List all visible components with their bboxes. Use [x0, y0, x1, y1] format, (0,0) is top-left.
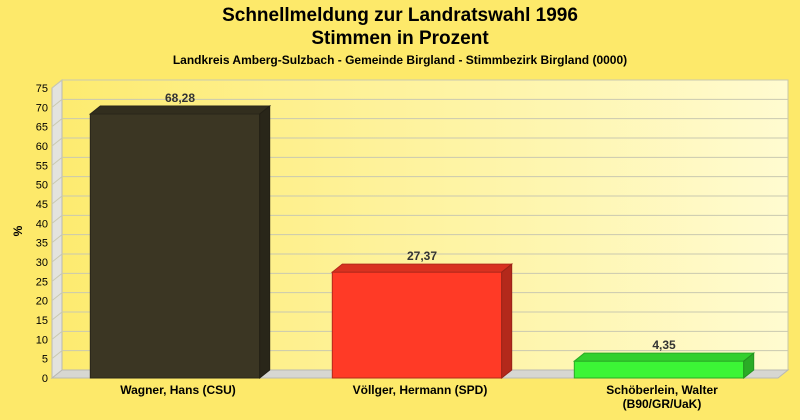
data-label: 4,35 — [652, 338, 676, 352]
data-label: 68,28 — [165, 91, 195, 105]
y-tick-label: 70 — [36, 102, 48, 114]
y-tick-label: 15 — [36, 315, 48, 327]
y-tick-label: 35 — [36, 238, 48, 250]
y-tick-label: 5 — [42, 354, 48, 366]
y-tick-label: 65 — [36, 122, 48, 134]
data-label: 27,37 — [407, 249, 437, 263]
gridline-side — [51, 272, 63, 282]
gridline-side — [51, 176, 63, 186]
gridline-side — [51, 98, 63, 108]
bar-top — [88, 105, 272, 115]
chart-title-block: Schnellmeldung zur Landratswahl 1996 Sti… — [0, 4, 800, 67]
bar-side — [259, 104, 271, 380]
y-tick-label: 0 — [42, 373, 48, 385]
gridline-side — [51, 292, 63, 302]
bar — [331, 271, 503, 379]
bar-side — [743, 352, 755, 380]
x-tick-label: Wagner, Hans (CSU) — [120, 383, 236, 397]
bar-top — [572, 352, 756, 362]
chart-subtitle: Landkreis Amberg-Sulzbach - Gemeinde Bir… — [172, 53, 628, 67]
bar-group — [88, 104, 272, 380]
y-tick-label: 45 — [36, 199, 48, 211]
y-tick-label: 10 — [36, 334, 48, 346]
bar-top — [330, 263, 514, 273]
y-tick-label: 20 — [36, 296, 48, 308]
y-tick-label: 55 — [36, 160, 48, 172]
bar — [573, 360, 745, 379]
gridline-side — [51, 234, 63, 244]
plot-side-wall — [51, 78, 63, 380]
x-tick-label: Völlger, Hermann (SPD) — [353, 383, 488, 397]
y-tick-label: 75 — [36, 83, 48, 95]
gridline-side — [51, 118, 63, 128]
gridline-side — [51, 214, 63, 224]
chart-title-line-2: Stimmen in Prozent — [311, 28, 489, 49]
y-tick-label: 40 — [36, 218, 48, 230]
gridline-side — [51, 137, 63, 147]
bar-group — [330, 263, 514, 380]
x-tick-label: (B90/GR/UaK) — [623, 397, 702, 411]
gridline-side — [51, 330, 63, 340]
y-tick-label: 25 — [36, 276, 48, 288]
gridline-side — [51, 156, 63, 166]
gridline-side — [51, 195, 63, 205]
y-tick-label: 30 — [36, 257, 48, 269]
bar-side — [501, 263, 513, 380]
gridline-side — [51, 79, 63, 89]
y-axis-label: % — [11, 225, 25, 236]
chart-title-line-1: Schnellmeldung zur Landratswahl 1996 — [222, 5, 578, 26]
bar — [89, 113, 261, 379]
gridline-side — [51, 311, 63, 321]
gridline-side — [51, 350, 63, 360]
y-tick-label: 60 — [36, 141, 48, 153]
x-tick-label: Schöberlein, Walter — [606, 383, 718, 397]
y-tick-label: 50 — [36, 180, 48, 192]
gridline-side — [51, 253, 63, 263]
bar-group — [572, 352, 756, 380]
